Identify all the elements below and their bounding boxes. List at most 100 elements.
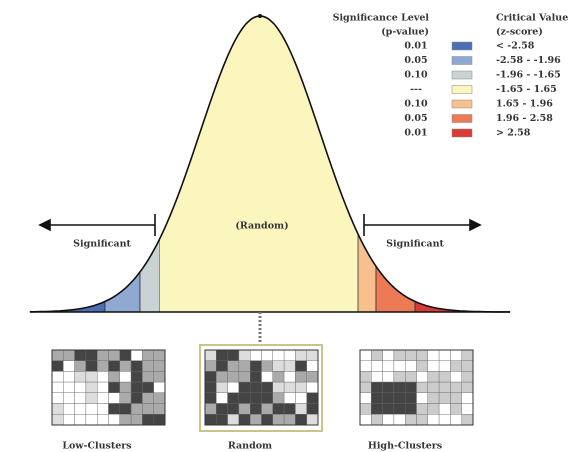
map-border: [204, 349, 319, 426]
map-cell: [450, 414, 462, 426]
map-cell: [461, 392, 474, 404]
arrows: [38, 214, 482, 236]
map-cell: [130, 371, 143, 383]
map-cell: [438, 381, 451, 394]
map-cell: [283, 381, 296, 394]
map-cell: [461, 360, 474, 372]
map-cell: [438, 360, 451, 372]
z-range: 1.96 - 2.58: [496, 113, 553, 124]
z-range: > 2.58: [496, 128, 531, 139]
map-cell: [438, 371, 451, 383]
map-cell: [204, 403, 217, 415]
map-label: High-Clusters: [368, 441, 442, 452]
map-cell: [227, 403, 240, 415]
map-cell: [450, 403, 462, 415]
map-cell: [416, 349, 429, 361]
swatch: [451, 70, 473, 80]
map-cell: [216, 349, 228, 361]
map-cell: [405, 403, 417, 415]
map-cell: [382, 403, 395, 415]
map-cell: [359, 403, 372, 415]
map-cell: [130, 392, 143, 404]
map-cell: [416, 414, 429, 426]
map-cell: [63, 371, 75, 383]
map-cell: [130, 360, 143, 372]
swatch: [451, 99, 473, 109]
z-range: -2.58 - -1.96: [496, 55, 561, 66]
map-cell: [450, 360, 462, 372]
map-cell: [359, 360, 372, 372]
label-right: Significant: [386, 239, 444, 250]
map-cell: [461, 403, 474, 415]
map-cell: [227, 349, 240, 361]
map-label: Random: [228, 441, 272, 452]
map-cell: [108, 414, 121, 426]
map-cell: [283, 360, 296, 372]
map-cell: [238, 403, 251, 415]
map-cell: [153, 392, 166, 404]
map-cell: [74, 349, 87, 361]
map-cell: [306, 403, 319, 415]
map-cell: [153, 360, 166, 372]
maps: Low-Clusters Random High-Clusters: [51, 349, 474, 452]
map-cell: [371, 392, 383, 404]
map-cell: [74, 371, 87, 383]
map-cell: [450, 371, 462, 383]
map-cell: [382, 381, 395, 394]
map-cell: [204, 349, 217, 361]
map-cell: [85, 360, 98, 372]
map-cell: [283, 371, 296, 383]
map-cell: [427, 392, 440, 404]
map-cell: [416, 371, 429, 383]
map-cell: [427, 371, 440, 383]
map-cell: [96, 381, 109, 394]
map-cell: [283, 392, 296, 404]
p-value: 0.05: [404, 55, 427, 66]
map-cell: [108, 392, 121, 404]
map-cell: [450, 392, 462, 404]
map-cell: [295, 381, 307, 394]
map-cell: [371, 349, 383, 361]
map-cell: [371, 381, 383, 394]
map-cell: [96, 414, 109, 426]
map-cell: [272, 392, 285, 404]
p-value: ---: [410, 84, 422, 95]
map-cell: [130, 414, 143, 426]
map-cell: [74, 414, 87, 426]
curve-region: [139, 238, 161, 313]
p-header-sub: (p-value): [381, 27, 429, 38]
map-cell: [405, 414, 417, 426]
map-cell: [461, 414, 474, 426]
map-cell: [393, 360, 406, 372]
map-cell: [359, 371, 372, 383]
map-cell: [85, 403, 98, 415]
label-center: (Random): [235, 221, 288, 232]
map-cell: [272, 360, 285, 372]
z-header-sub: (z-score): [496, 27, 543, 38]
map-cell: [130, 349, 143, 361]
map-cell: [261, 371, 274, 383]
map-cell: [249, 392, 262, 404]
p-value: 0.01: [404, 128, 427, 139]
map-cell: [438, 392, 451, 404]
map-cell: [306, 381, 319, 394]
map-cell: [427, 360, 440, 372]
map-cell: [227, 360, 240, 372]
swatch: [451, 114, 473, 123]
map-cell: [438, 403, 451, 415]
map-cell: [216, 381, 228, 394]
map-cell: [306, 392, 319, 404]
map-cell: [142, 349, 154, 361]
map-cell: [249, 360, 262, 372]
map-cell: [238, 392, 251, 404]
map-cell: [371, 414, 383, 426]
map-cell: [371, 371, 383, 383]
map-cell: [393, 414, 406, 426]
map-cell: [249, 371, 262, 383]
map-cell: [382, 360, 395, 372]
map-cell: [461, 349, 474, 361]
map-cell: [108, 371, 121, 383]
map-cell: [238, 360, 251, 372]
map-cell: [295, 392, 307, 404]
